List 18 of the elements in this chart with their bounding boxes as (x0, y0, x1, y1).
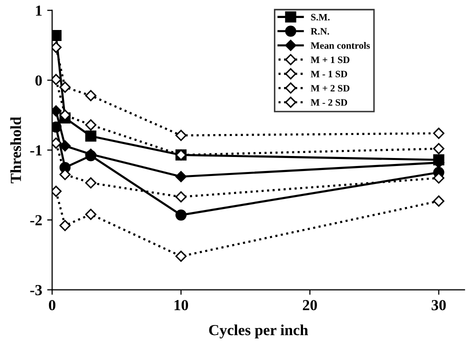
legend-label: M - 2 SD (310, 99, 348, 106)
y-tick-label: -2 (30, 215, 42, 226)
y-tick-label: -3 (30, 284, 42, 296)
x-tick-label: 0 (48, 300, 56, 310)
x-axis-title: Cycles per inch (209, 324, 308, 338)
y-tick-label: 0 (35, 75, 42, 86)
y-tick-label: -1 (30, 145, 42, 156)
y-tick-label: 1 (36, 6, 42, 16)
legend-label: Mean controls (310, 42, 370, 49)
x-tick-label: 10 (174, 300, 188, 310)
legend-label: M - 1 SD (310, 70, 348, 78)
x-tick-label: 30 (432, 300, 446, 310)
legend-label: M + 1 SD (310, 56, 350, 64)
x-tick-label: 20 (302, 300, 317, 310)
legend-label: S.M. (311, 14, 330, 20)
y-axis-title: Threshold (10, 116, 22, 184)
legend-label: M + 2 SD (310, 84, 350, 92)
legend-label: R.N. (310, 28, 330, 35)
